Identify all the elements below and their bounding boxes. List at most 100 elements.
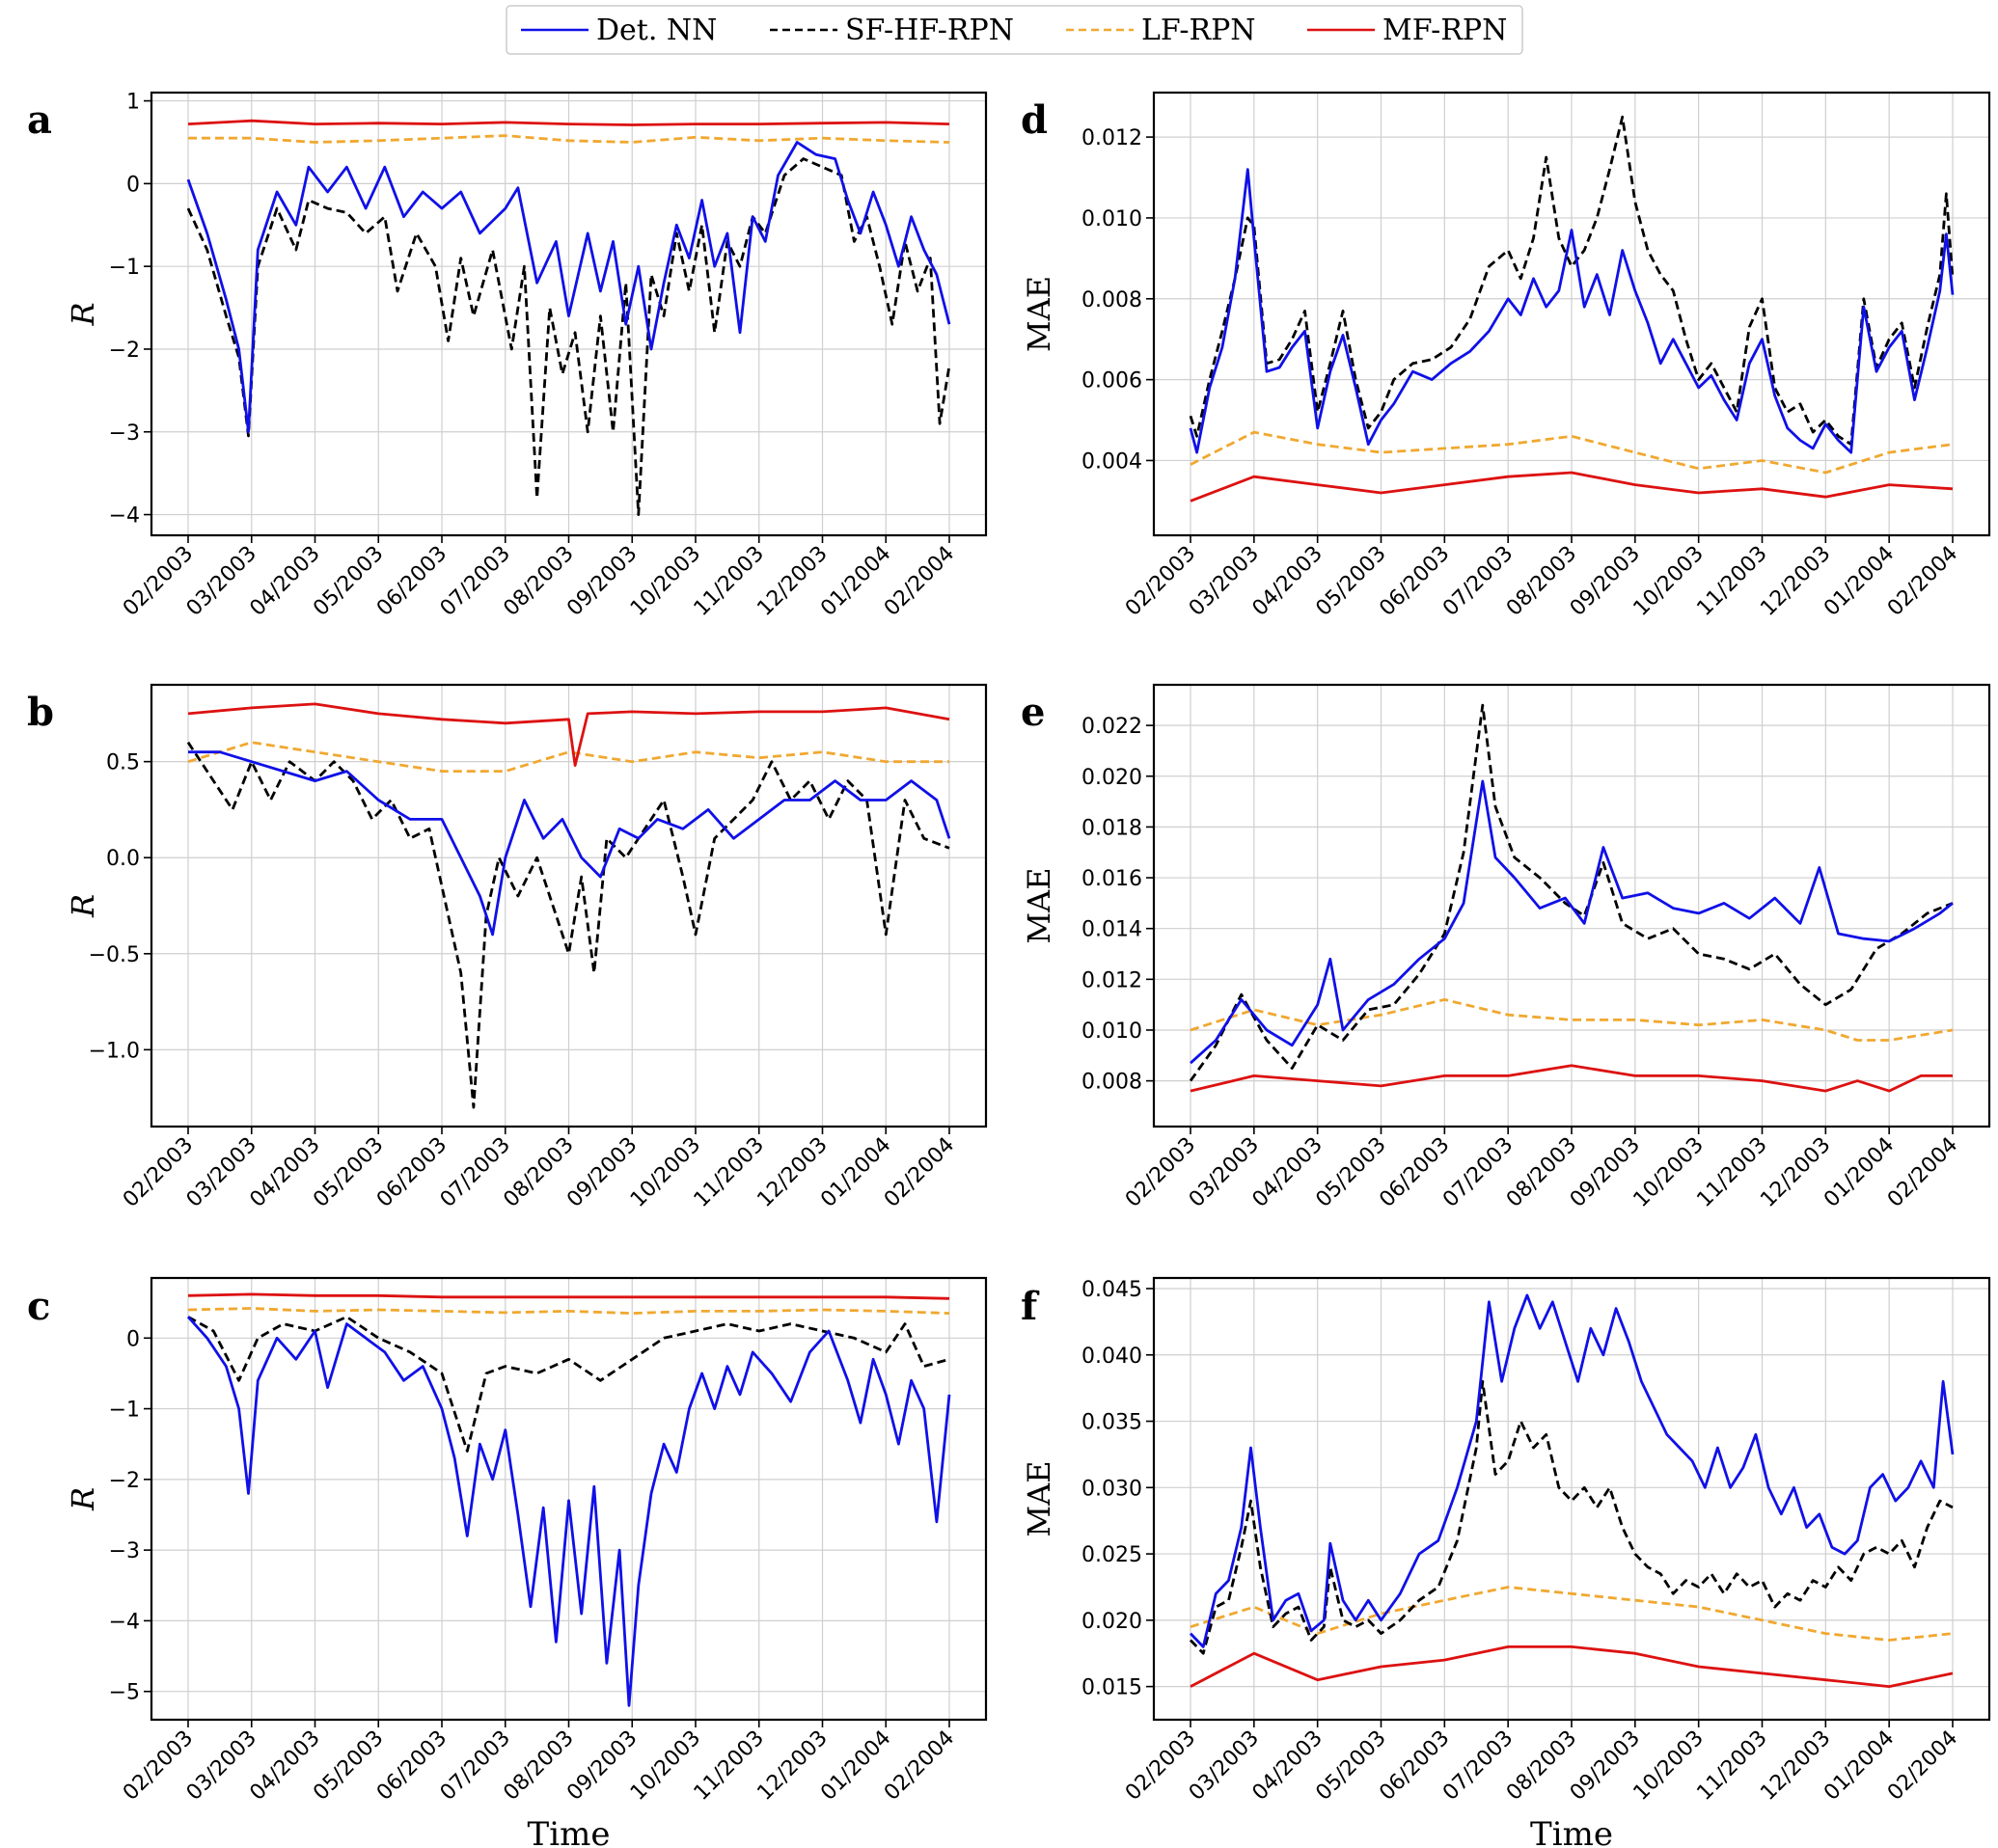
series-line-sf-hf-rpn — [1189, 1379, 1954, 1655]
y-axis-label: R — [65, 894, 101, 918]
legend: Det. NN SF-HF-RPN LF-RPN MF-RPN — [506, 5, 1523, 55]
y-axis-label: MAE — [1021, 276, 1057, 352]
y-tick-label: −1 — [109, 256, 140, 280]
series-line-lf-rpn — [1190, 998, 1954, 1042]
series-group-b — [186, 702, 951, 1109]
y-tick-label: −3 — [109, 421, 140, 446]
y-tick-label: 0.010 — [1081, 1019, 1142, 1044]
x-tick-label: 02/2004 — [1883, 1133, 1962, 1212]
panel-letter-e: e — [1021, 690, 1045, 735]
series-line-sf-hf-rpn — [1189, 115, 1955, 447]
legend-label-sf-hf-rpn: SF-HF-RPN — [845, 14, 1014, 47]
series-line-sf-hf-rpn — [187, 1315, 950, 1453]
y-tick-label: 0.022 — [1081, 715, 1142, 739]
series-group-c — [186, 1292, 951, 1707]
y-tick-label: 0.012 — [1081, 126, 1142, 150]
x-tick-label: 02/2004 — [880, 542, 959, 621]
y-tick-label: 0.025 — [1081, 1543, 1142, 1567]
series-line-sf-hf-rpn — [1189, 703, 1954, 1082]
grid-e — [1154, 685, 1989, 1127]
y-tick-label: 0.010 — [1081, 207, 1142, 231]
panel-c: 0−1−2−3−4−502/200303/200304/200305/20030… — [27, 1276, 988, 1848]
x-tick-label: 02/2004 — [880, 1133, 959, 1212]
y-axis-label: R — [65, 1487, 101, 1511]
series-line-sf-hf-rpn — [186, 741, 950, 1109]
y-tick-label: 0.014 — [1081, 918, 1142, 942]
y-tick-label: −2 — [109, 1469, 140, 1493]
legend-label-det-nn: Det. NN — [596, 14, 717, 47]
x-tick-label: 02/2004 — [880, 1726, 959, 1806]
x-axis-label: Time — [1530, 1815, 1613, 1848]
panel-letter-d: d — [1021, 97, 1048, 143]
y-tick-label: 0.020 — [1081, 1610, 1142, 1634]
y-tick-label: 0.040 — [1081, 1345, 1142, 1369]
series-line-det-nn — [188, 750, 951, 937]
grid-a — [151, 93, 986, 535]
y-axis-label: MAE — [1021, 867, 1057, 943]
series-line-det-nn — [186, 1316, 951, 1707]
x-axis-label: Time — [528, 1815, 611, 1848]
series-line-mf-rpn — [1190, 471, 1954, 503]
y-tick-label: 0.008 — [1081, 1071, 1142, 1095]
y-tick-label: 0 — [126, 1327, 140, 1351]
panel-letter-f: f — [1021, 1284, 1040, 1329]
y-tick-label: 1 — [126, 91, 140, 115]
panel-letter-b: b — [27, 690, 54, 735]
series-line-lf-rpn — [187, 1307, 950, 1315]
series-line-lf-rpn — [1190, 1586, 1954, 1642]
x-tick-label: 02/2004 — [1883, 1726, 1962, 1806]
y-axis-label: R — [65, 302, 101, 326]
panel-e: 0.022 0.020 0.018 0.016 0.014 0.012 0.010 0.008… — [1021, 683, 1991, 1212]
y-tick-label: 0.004 — [1081, 449, 1142, 474]
panel-letter-a: a — [27, 97, 52, 143]
series-group-f — [1189, 1293, 1955, 1688]
series-group-a — [186, 119, 951, 516]
y-tick-label: 0.030 — [1081, 1477, 1142, 1501]
grid-d — [1154, 93, 1989, 535]
y-axis-label: MAE — [1021, 1460, 1057, 1536]
y-tick-label: −4 — [109, 504, 140, 529]
y-tick-label: −3 — [109, 1539, 140, 1563]
series-line-mf-rpn — [1190, 1064, 1953, 1093]
legend-label-lf-rpn: LF-RPN — [1141, 14, 1256, 47]
y-tick-label: −4 — [109, 1610, 140, 1634]
y-tick-label: 0.5 — [106, 751, 140, 775]
panel-letter-c: c — [27, 1284, 50, 1329]
y-tick-label: 0.035 — [1081, 1411, 1142, 1435]
y-tick-label: 0.045 — [1081, 1278, 1142, 1302]
panel-d: 0.0120.0100.0080.0060.00402/200303/20030… — [1021, 91, 1991, 621]
series-line-lf-rpn — [1190, 430, 1954, 475]
y-tick-label: 0.006 — [1081, 369, 1142, 394]
grid-f — [1154, 1278, 1989, 1720]
y-tick-label: 0.008 — [1081, 288, 1142, 313]
legend-frame — [506, 5, 1523, 55]
y-tick-label: −5 — [109, 1681, 140, 1705]
series-group-e — [1189, 703, 1954, 1093]
legend-label-mf-rpn: MF-RPN — [1382, 14, 1507, 47]
y-tick-label: −1 — [109, 1399, 140, 1423]
panel-a: 10−1−2−3−402/200303/200304/200305/200306… — [27, 91, 988, 621]
panel-f: 0.045 0.040 0.035 0.030 0.025 0.020 0.015 02/20… — [1021, 1276, 1991, 1848]
y-tick-label: 0.012 — [1081, 968, 1142, 992]
y-tick-label: 0.016 — [1081, 867, 1142, 891]
y-tick-label: −2 — [109, 339, 140, 363]
y-tick-label: −1.0 — [89, 1039, 140, 1063]
series-group-d — [1189, 115, 1955, 503]
series-line-det-nn — [186, 141, 951, 434]
x-tick-label: 02/2004 — [1883, 542, 1962, 621]
series-line-mf-rpn — [1190, 1645, 1954, 1688]
series-line-det-nn — [1189, 1293, 1955, 1648]
series-line-mf-rpn — [187, 119, 950, 126]
y-tick-label: 0.015 — [1081, 1676, 1142, 1700]
y-tick-label: 0.018 — [1081, 816, 1142, 840]
grid-c — [151, 1278, 986, 1720]
panels: 10−1−2−3−402/200303/200304/200305/200306… — [27, 91, 1991, 1848]
series-line-mf-rpn — [187, 702, 950, 767]
series-line-det-nn — [1189, 168, 1955, 454]
series-line-det-nn — [1190, 779, 1954, 1065]
grid-b — [151, 685, 986, 1127]
y-tick-label: −0.5 — [89, 943, 140, 967]
y-tick-label: 0.020 — [1081, 766, 1142, 790]
panel-b: 0.50.0−0.5−1.002/200303/200304/200305/20… — [27, 683, 988, 1212]
